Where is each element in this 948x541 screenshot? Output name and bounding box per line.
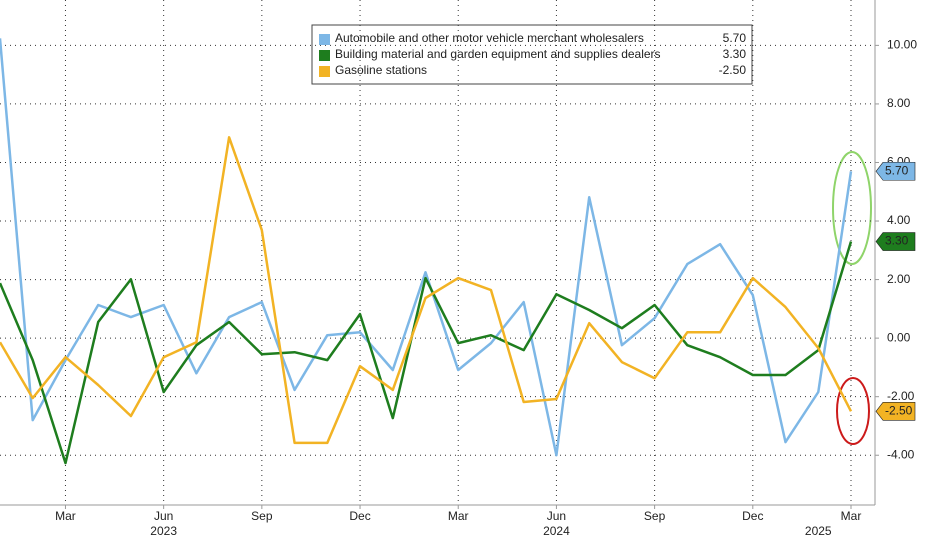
- series-line: [0, 241, 853, 465]
- y-tick-label: -2.00: [887, 389, 915, 403]
- x-tick-label: Sep: [251, 509, 273, 523]
- x-tick-label: Sep: [644, 509, 666, 523]
- legend-label: Gasoline stations: [335, 63, 427, 77]
- value-tag: [875, 161, 916, 181]
- highlight-ellipse: [836, 377, 870, 445]
- legend-label: Automobile and other motor vehicle merch…: [335, 31, 644, 45]
- y-tick-label: 2.00: [887, 272, 911, 286]
- y-tick-label: 10.00: [887, 38, 917, 52]
- legend-label: Building material and garden equipment a…: [335, 47, 661, 61]
- x-tick-label: Dec: [349, 509, 370, 523]
- value-tag-label: -2.50: [885, 403, 913, 417]
- x-tick-label: Jun: [154, 509, 173, 523]
- legend-box: [311, 24, 753, 85]
- x-tick-label: Mar: [55, 509, 76, 523]
- legend-value: -2.50: [719, 63, 747, 77]
- year-label: 2024: [543, 524, 570, 538]
- x-tick-label: Mar: [448, 509, 469, 523]
- y-tick-label: -4.00: [887, 447, 915, 461]
- y-tick-label: 4.00: [887, 213, 911, 227]
- legend-swatch: [319, 50, 330, 61]
- x-tick-label: Jun: [547, 509, 566, 523]
- legend-swatch: [319, 66, 330, 77]
- x-tick-label: Mar: [841, 509, 862, 523]
- series-line: [0, 136, 853, 445]
- y-tick-label: 0.00: [887, 330, 911, 344]
- year-label: 2025: [805, 524, 832, 538]
- y-tick-label: 8.00: [887, 96, 911, 110]
- value-tag-label: 3.30: [885, 234, 909, 248]
- legend-value: 5.70: [723, 31, 747, 45]
- value-tag: [875, 232, 916, 251]
- value-tag: [875, 402, 916, 421]
- legend-swatch: [319, 34, 330, 45]
- highlight-ellipse: [832, 151, 872, 265]
- value-tag-label: 5.70: [885, 163, 909, 177]
- legend-value: 3.30: [723, 47, 747, 61]
- x-tick-label: Dec: [742, 509, 763, 523]
- year-label: 2023: [150, 524, 177, 538]
